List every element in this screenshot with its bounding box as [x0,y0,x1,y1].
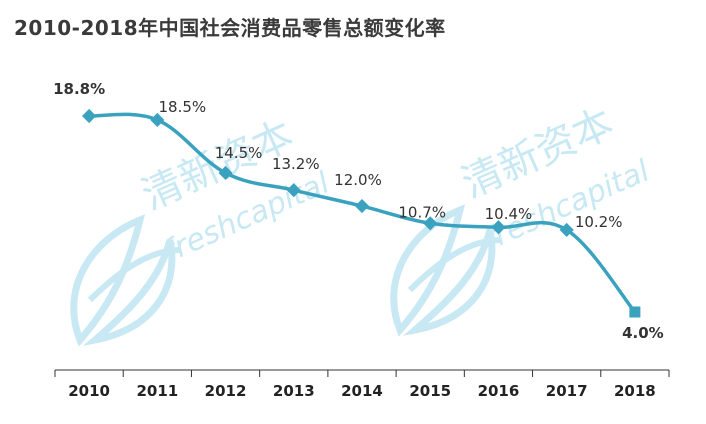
x-tick-label: 2011 [136,382,178,400]
data-label: 10.7% [398,203,446,221]
data-point-marker [559,222,574,237]
data-label: 12.0% [334,171,382,189]
data-label: 10.2% [575,213,623,231]
data-label: 18.8% [53,80,105,98]
data-label: 4.0% [622,324,664,342]
data-point-marker [286,183,301,198]
x-tick-label: 2012 [205,382,247,400]
x-tick-label: 2018 [614,382,656,400]
data-point-marker [82,108,97,124]
watermark-logo-icon [390,204,501,337]
x-tick-label: 2017 [546,382,588,400]
chart-title: 2010-2018年中国社会消费品零售总额变化率 [14,16,446,40]
data-label: 14.5% [215,144,263,162]
data-point-marker [218,165,233,181]
x-tick-label: 2015 [409,382,451,400]
data-labels: 18.8% 18.5% 14.5% 13.2% 12.0% 10.7% 10.4% 10.2%… [53,80,664,342]
data-point-marker [354,198,370,214]
x-tick-label: 2010 [68,382,110,400]
data-label: 13.2% [272,155,320,173]
x-tick-label: 2016 [478,382,520,400]
watermark-left: 清新资本 freshcapital [70,112,335,347]
data-point-marker [491,220,506,235]
data-point-marker [629,306,641,318]
watermark-logo-icon [70,214,181,347]
data-point-marker [423,216,438,231]
x-tick-label: 2013 [273,382,315,400]
data-label: 18.5% [159,98,207,116]
x-axis: 2010 2011 2012 2013 2014 2015 2016 2017 2018 [54,369,670,400]
data-label: 10.4% [485,205,533,223]
x-tick-label: 2014 [341,382,383,400]
